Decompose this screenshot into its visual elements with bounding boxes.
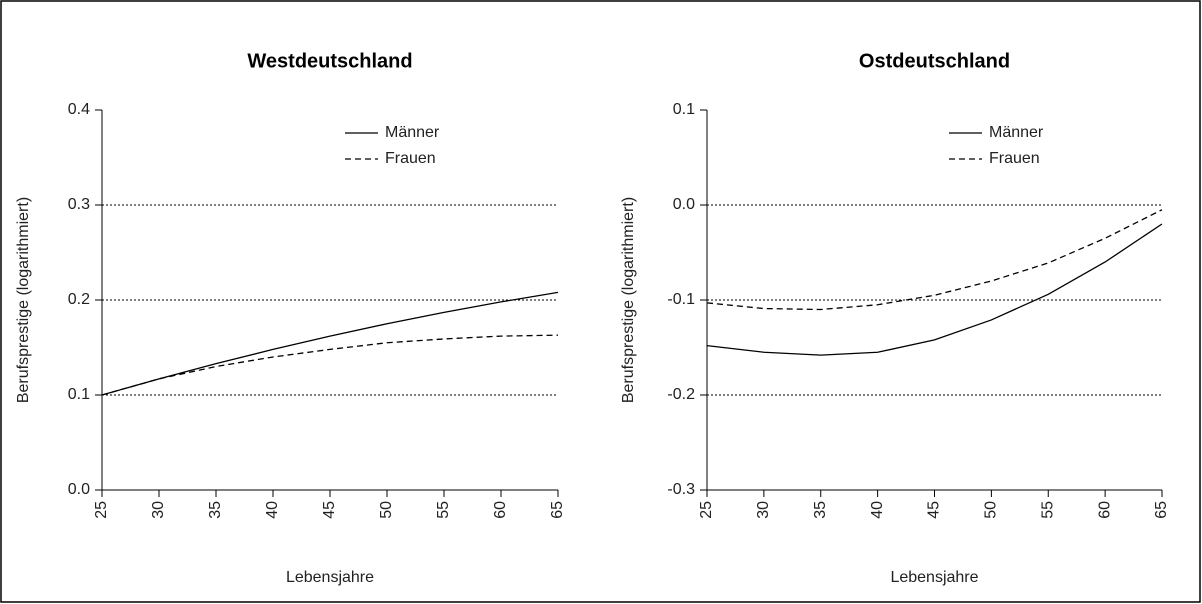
x-axis-label: Lebensjahre	[890, 569, 978, 586]
legend-label: Männer	[989, 124, 1044, 141]
x-tick-label: 40	[264, 501, 281, 519]
line-series	[101, 291, 559, 396]
x-axis-label: Lebensjahre	[286, 569, 374, 586]
x-tick-label: 25	[698, 501, 715, 519]
x-tick-label: 30	[755, 501, 772, 519]
y-tick-label: -0.1	[667, 291, 695, 308]
x-tick-label: 50	[983, 501, 1000, 519]
chart-title: Westdeutschland	[247, 50, 412, 72]
x-tick-label: 40	[869, 501, 886, 519]
x-tick-label: 65	[549, 501, 566, 519]
y-tick-label: 0.2	[68, 291, 90, 308]
chart-title: Ostdeutschland	[859, 50, 1010, 72]
y-tick-label: 0.3	[68, 196, 90, 213]
y-axis-label: Berufsprestige (logarithmiert)	[15, 197, 32, 403]
line-series	[101, 334, 559, 396]
x-tick-label: 55	[1039, 501, 1056, 519]
y-tick-label: 0.0	[68, 481, 90, 498]
legend-label: Frauen	[385, 150, 436, 167]
legend-label: Frauen	[989, 150, 1040, 167]
y-tick-label: 0.4	[68, 101, 90, 118]
y-tick-label: 0.0	[673, 196, 695, 213]
x-tick-label: 35	[812, 501, 829, 519]
x-tick-label: 45	[926, 501, 943, 519]
x-tick-label: 60	[1096, 501, 1113, 519]
y-tick-label: -0.2	[667, 386, 695, 403]
x-tick-label: 60	[492, 501, 509, 519]
y-tick-label: -0.3	[667, 481, 695, 498]
x-tick-label: 55	[435, 501, 452, 519]
x-tick-label: 30	[150, 501, 167, 519]
x-tick-label: 35	[207, 501, 224, 519]
x-tick-label: 65	[1153, 501, 1170, 519]
x-tick-label: 50	[378, 501, 395, 519]
x-tick-label: 25	[93, 501, 110, 519]
y-tick-label: 0.1	[68, 386, 90, 403]
line-series	[706, 223, 1163, 356]
legend-label: Männer	[385, 124, 440, 141]
y-axis-label: Berufsprestige (logarithmiert)	[620, 197, 637, 403]
x-tick-label: 45	[321, 501, 338, 519]
y-tick-label: 0.1	[673, 101, 695, 118]
